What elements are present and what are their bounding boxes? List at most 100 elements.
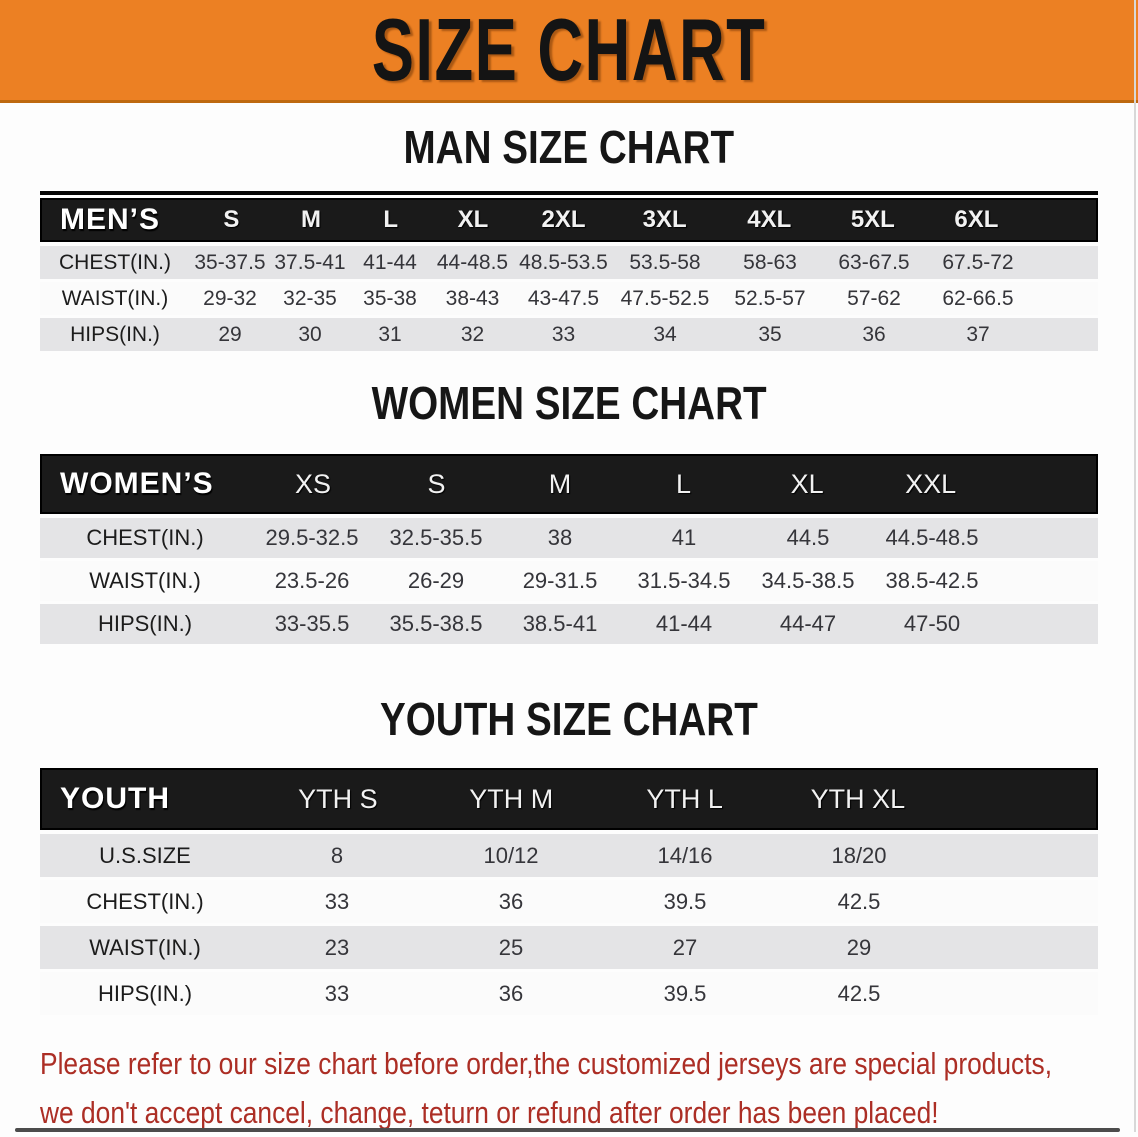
men-column-header: XL bbox=[457, 206, 489, 233]
women-header-row: WOMEN’S XS S M L XL XXL bbox=[40, 454, 1098, 514]
men-table-cell: 63-67.5 bbox=[838, 250, 910, 274]
youth-table-cell: 18/20 bbox=[831, 842, 887, 868]
row-spacer bbox=[946, 926, 1098, 969]
men-row-label: WAIST(IN.) bbox=[61, 286, 169, 310]
youth-column-header: YTH M bbox=[469, 783, 554, 814]
women-column-header: XL bbox=[790, 468, 824, 499]
women-table-cell: 32.5-35.5 bbox=[389, 525, 483, 550]
youth-section-heading: YOUTH SIZE CHART bbox=[0, 693, 1138, 745]
men-table-cell: 30 bbox=[298, 322, 322, 346]
youth-table-cell: 8 bbox=[330, 842, 344, 868]
youth-table-cell: 25 bbox=[498, 934, 524, 960]
men-column-header: 2XL bbox=[541, 206, 586, 233]
women-table-cell: 41 bbox=[671, 525, 697, 550]
size-chart-banner: SIZE CHART bbox=[0, 0, 1138, 103]
women-table-cell: 29-31.5 bbox=[522, 568, 598, 593]
youth-size-table: YOUTH YTH S YTH M YTH L YTH XL U.S.SIZE 8 10/12… bbox=[40, 768, 1098, 1015]
women-column-header: XS bbox=[295, 468, 332, 499]
youth-table-cell: 33 bbox=[324, 980, 350, 1006]
men-table-cell: 67.5-72 bbox=[942, 250, 1014, 274]
men-table-cell: 32 bbox=[460, 322, 485, 346]
men-table-cell: 34 bbox=[653, 322, 677, 346]
men-header-row: MEN’S S M L XL 2XL 3XL 4XL 5XL 6XL bbox=[40, 198, 1098, 242]
men-table-cell: 62-66.5 bbox=[942, 286, 1014, 310]
youth-table-cell: 10/12 bbox=[483, 842, 539, 868]
women-table-cell: 34.5-38.5 bbox=[761, 568, 855, 593]
men-table-cell: 48.5-53.5 bbox=[519, 250, 608, 274]
youth-column-header: YTH L bbox=[646, 783, 723, 814]
row-spacer bbox=[946, 880, 1098, 923]
men-column-header: M bbox=[301, 206, 322, 233]
row-spacer bbox=[946, 834, 1098, 877]
youth-table-cell: 42.5 bbox=[837, 980, 881, 1006]
women-row-label: WAIST(IN.) bbox=[89, 568, 201, 593]
women-section-heading-text: WOMEN SIZE CHART bbox=[371, 377, 767, 429]
youth-row-label: WAIST(IN.) bbox=[89, 934, 201, 960]
youth-header-label: YOUTH bbox=[60, 782, 170, 815]
men-header-label: MEN’S bbox=[60, 203, 161, 236]
women-size-table: WOMEN’S XS S M L XL XXL CHEST(IN.) 29.5-32.5 32.5… bbox=[40, 454, 1098, 644]
women-header-label: WOMEN’S bbox=[60, 467, 214, 500]
men-table-cell: 35-37.5 bbox=[194, 250, 266, 274]
row-spacer bbox=[994, 518, 1098, 558]
men-column-header: 6XL bbox=[954, 206, 999, 233]
header-spacer bbox=[1028, 200, 1096, 240]
men-table-cell: 32-35 bbox=[283, 286, 337, 310]
women-section-heading: WOMEN SIZE CHART bbox=[0, 377, 1138, 429]
women-table-cell: 29.5-32.5 bbox=[265, 525, 359, 550]
disclaimer-line-1: Please refer to our size chart before or… bbox=[40, 1046, 1053, 1081]
youth-section-heading-text: YOUTH SIZE CHART bbox=[380, 693, 758, 745]
men-table-cell: 33 bbox=[551, 322, 576, 346]
men-table-row: HIPS(IN.) 29 30 31 32 33 34 35 36 37 bbox=[40, 318, 1098, 351]
men-table-cell: 35 bbox=[758, 322, 782, 346]
youth-table-row: CHEST(IN.) 33 36 39.5 42.5 bbox=[40, 880, 1098, 923]
men-table-cell: 41-44 bbox=[363, 250, 417, 274]
men-column-header: S bbox=[223, 206, 240, 233]
women-column-header: L bbox=[676, 468, 692, 499]
disclaimer: Please refer to our size chart before or… bbox=[40, 1039, 1138, 1137]
men-row-label: HIPS(IN.) bbox=[70, 322, 160, 346]
men-column-header: 5XL bbox=[850, 206, 895, 233]
women-row-label: CHEST(IN.) bbox=[86, 525, 204, 550]
men-size-table: MEN’S S M L XL 2XL 3XL 4XL 5XL 6XL CHEST(IN.) 35-37… bbox=[40, 198, 1098, 351]
women-table-cell: 44.5-48.5 bbox=[885, 525, 979, 550]
women-table-cell: 38 bbox=[547, 525, 573, 550]
men-table-cell: 31 bbox=[378, 322, 402, 346]
women-table-cell: 35.5-38.5 bbox=[389, 611, 483, 636]
women-table-row: CHEST(IN.) 29.5-32.5 32.5-35.5 38 41 44.5 44.5… bbox=[40, 518, 1098, 558]
men-table-cell: 47.5-52.5 bbox=[620, 286, 710, 310]
youth-table-cell: 27 bbox=[672, 934, 698, 960]
disclaimer-line-2: we don't accept cancel, change, teturn o… bbox=[40, 1095, 939, 1130]
men-column-header: 4XL bbox=[747, 206, 792, 233]
men-table-cell: 53.5-58 bbox=[629, 250, 701, 274]
youth-table-cell: 33 bbox=[324, 888, 350, 914]
row-spacer bbox=[994, 561, 1098, 601]
page-bottom-edge bbox=[15, 1128, 1120, 1132]
men-table-top-rule bbox=[40, 191, 1098, 195]
women-table-cell: 38.5-41 bbox=[522, 611, 598, 636]
women-table-cell: 31.5-34.5 bbox=[637, 568, 731, 593]
youth-column-header: YTH XL bbox=[810, 783, 906, 814]
men-table-cell: 44-48.5 bbox=[436, 250, 509, 274]
women-table-row: WAIST(IN.) 23.5-26 26-29 29-31.5 31.5-34.5 34… bbox=[40, 561, 1098, 601]
man-section-heading: MAN SIZE CHART bbox=[0, 121, 1138, 173]
women-column-header: XXL bbox=[905, 468, 957, 499]
banner-title: SIZE CHART bbox=[371, 0, 767, 99]
men-table-cell: 29 bbox=[218, 322, 242, 346]
youth-table-cell: 39.5 bbox=[663, 888, 707, 914]
men-table-cell: 29-32 bbox=[203, 286, 257, 310]
row-spacer bbox=[946, 972, 1098, 1015]
youth-header-row: YOUTH YTH S YTH M YTH L YTH XL bbox=[40, 768, 1098, 830]
row-spacer bbox=[1030, 318, 1098, 351]
youth-row-label: U.S.SIZE bbox=[99, 842, 191, 868]
youth-table-cell: 39.5 bbox=[663, 980, 707, 1006]
youth-row-label: CHEST(IN.) bbox=[86, 888, 204, 914]
row-spacer bbox=[1030, 246, 1098, 279]
header-spacer bbox=[992, 456, 1096, 512]
men-table-cell: 35-38 bbox=[363, 286, 417, 310]
men-table-cell: 57-62 bbox=[847, 286, 901, 310]
women-table-row: HIPS(IN.) 33-35.5 35.5-38.5 38.5-41 41-44 44-… bbox=[40, 604, 1098, 644]
men-table-row: CHEST(IN.) 35-37.5 37.5-41 41-44 44-48.5 48.5… bbox=[40, 246, 1098, 279]
header-spacer bbox=[945, 770, 1096, 828]
men-table-cell: 37.5-41 bbox=[274, 250, 346, 274]
